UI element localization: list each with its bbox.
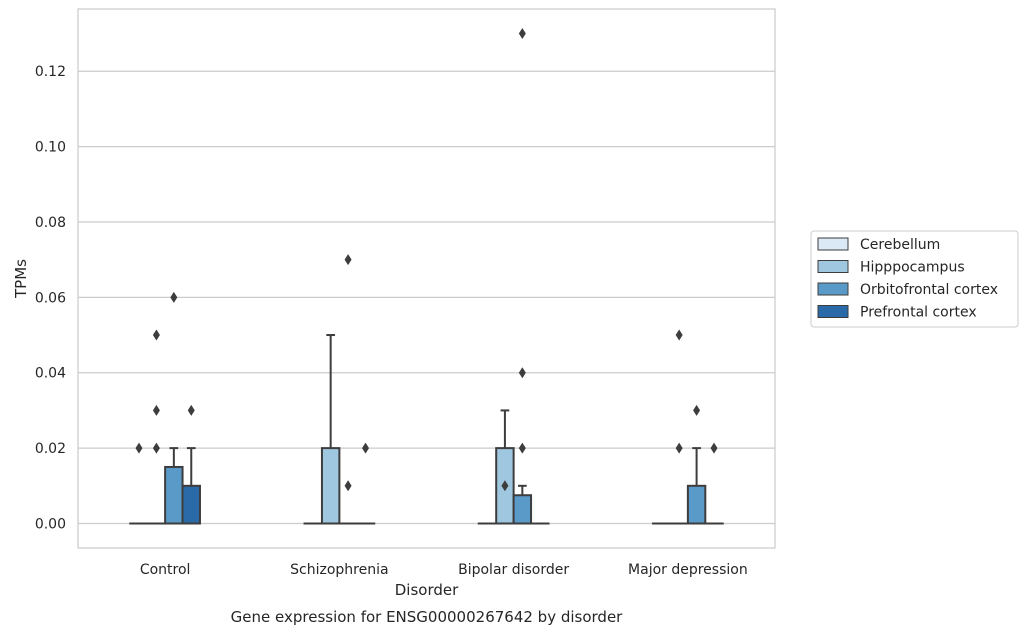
outlier-point [675,329,683,341]
box-series [129,28,724,525]
box-prefrontal-cortex [704,442,724,525]
legend-label: Hipppocampus [860,260,965,276]
box-orbitofrontal-cortex [338,254,358,525]
legend-swatch [817,237,849,251]
outlier-point [344,480,352,492]
outlier-point [170,291,178,303]
x-tick-label: Bipolar disorder [458,562,569,578]
legend-swatch [817,282,849,296]
box-cerebellum [129,442,149,525]
legend-label: Cerebellum [860,237,940,253]
y-tick-label: 0.04 [35,366,66,382]
legend-frame [810,230,1019,328]
box-orbitofrontal-cortex [164,291,184,525]
legend-label: Orbitofrontal cortex [860,282,998,298]
x-tick-label: Control [140,562,191,578]
outlier-point [344,254,352,266]
outlier-point [362,442,370,454]
y-tick-label: 0.00 [35,517,66,533]
y-tick-label: 0.12 [35,64,66,80]
legend-swatch [817,305,849,318]
y-axis-ticks: 0.00 0.02 0.04 0.06 0.08 0.10 0.12 [35,64,66,532]
box-prefrontal-cortex [355,442,376,525]
outlier-point [135,442,143,454]
outlier-point [152,442,160,454]
box-prefrontal-cortex [181,404,201,525]
x-tick-label: Major depression [628,562,748,578]
x-tick-label: Schizophrenia [290,562,388,578]
box-rect [320,447,341,525]
box-hipppocampus [669,329,689,525]
box-rect [686,484,707,525]
box-hipppocampus [146,329,167,525]
y-axis-label: TPMs [12,259,30,299]
box-rect [512,494,533,525]
box-hipppocampus [495,409,515,525]
y-tick-label: 0.06 [35,290,66,306]
box-rect [164,465,184,525]
box-rect [181,484,201,525]
outlier-point [187,404,195,416]
outlier-point [693,404,701,416]
outlier-point [152,329,160,341]
outlier-point [710,442,718,454]
outlier-point [518,442,526,454]
outlier-point [501,480,509,492]
outlier-point [675,442,683,454]
outlier-point [518,28,526,39]
grid-lines [78,70,775,525]
x-axis-ticks: Control Schizophrenia Bipolar disorder Majo… [140,562,748,578]
legend-swatch [817,260,849,273]
y-tick-label: 0.08 [35,215,66,231]
legend-label: Prefrontal cortex [860,305,977,321]
x-axis-label: Disorder [395,581,459,599]
plot-frame [77,8,776,549]
chart-caption: Gene expression for ENSG00000267642 by d… [231,608,624,626]
outlier-point [152,404,160,416]
legend: Cerebellum Hipppocampus Orbitofrontal cort… [810,230,1019,328]
box-orbitofrontal-cortex [512,28,533,525]
outlier-point [518,367,526,379]
y-tick-label: 0.02 [35,441,66,457]
y-tick-label: 0.10 [35,140,66,156]
box-orbitofrontal-cortex [686,404,707,525]
box-hipppocampus [320,334,341,525]
